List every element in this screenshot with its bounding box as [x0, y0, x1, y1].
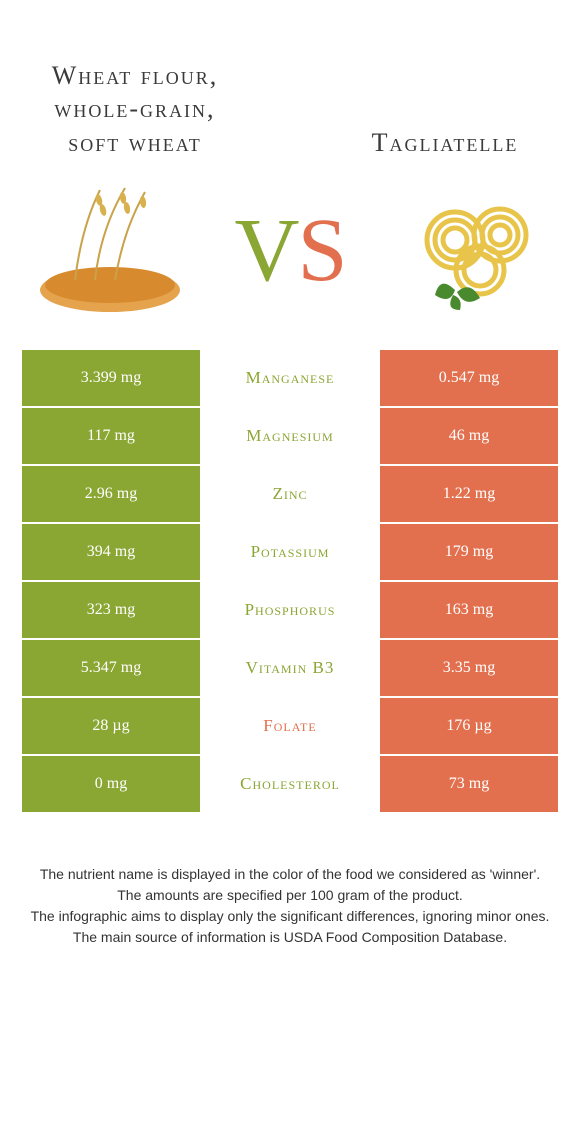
nutrient-row: 117 mgMagnesium46 mg [22, 408, 558, 464]
food-title-right: Tagliatelle [340, 126, 550, 160]
nutrient-value-right: 3.35 mg [380, 640, 558, 696]
nutrient-value-left: 3.399 mg [22, 350, 200, 406]
nutrient-value-left: 323 mg [22, 582, 200, 638]
nutrient-name: Potassium [200, 524, 380, 580]
nutrient-name: Zinc [200, 466, 380, 522]
nutrient-value-right: 179 mg [380, 524, 558, 580]
footer-line: The infographic aims to display only the… [30, 906, 550, 927]
nutrient-name: Cholesterol [200, 756, 380, 812]
nutrient-value-right: 176 µg [380, 698, 558, 754]
nutrient-row: 394 mgPotassium179 mg [22, 524, 558, 580]
nutrient-value-right: 0.547 mg [380, 350, 558, 406]
vs-s: S [297, 199, 345, 302]
food-image-right [385, 180, 555, 320]
food-image-left [25, 180, 195, 320]
food-title-left: Wheat flour, whole-grain, soft wheat [30, 59, 240, 160]
image-row: VS [0, 170, 580, 350]
nutrient-row: 28 µgFolate176 µg [22, 698, 558, 754]
nutrient-name: Folate [200, 698, 380, 754]
nutrient-name: Manganese [200, 350, 380, 406]
vs-label: VS [234, 199, 345, 302]
nutrient-value-right: 163 mg [380, 582, 558, 638]
nutrient-value-left: 117 mg [22, 408, 200, 464]
nutrient-table: 3.399 mgManganese0.547 mg117 mgMagnesium… [0, 350, 580, 812]
nutrient-row: 0 mgCholesterol73 mg [22, 756, 558, 812]
nutrient-name: Phosphorus [200, 582, 380, 638]
nutrient-value-left: 5.347 mg [22, 640, 200, 696]
nutrient-value-left: 2.96 mg [22, 466, 200, 522]
nutrient-value-left: 0 mg [22, 756, 200, 812]
footer-notes: The nutrient name is displayed in the co… [0, 814, 580, 968]
nutrient-row: 323 mgPhosphorus163 mg [22, 582, 558, 638]
nutrient-row: 5.347 mgVitamin B33.35 mg [22, 640, 558, 696]
nutrient-value-right: 1.22 mg [380, 466, 558, 522]
nutrient-value-left: 28 µg [22, 698, 200, 754]
nutrient-name: Vitamin B3 [200, 640, 380, 696]
nutrient-row: 2.96 mgZinc1.22 mg [22, 466, 558, 522]
nutrient-value-right: 46 mg [380, 408, 558, 464]
header-row: Wheat flour, whole-grain, soft wheat Tag… [0, 0, 580, 170]
nutrient-name: Magnesium [200, 408, 380, 464]
footer-line: The nutrient name is displayed in the co… [30, 864, 550, 885]
vs-v: V [234, 199, 297, 302]
nutrient-value-right: 73 mg [380, 756, 558, 812]
nutrient-value-left: 394 mg [22, 524, 200, 580]
nutrient-row: 3.399 mgManganese0.547 mg [22, 350, 558, 406]
footer-line: The amounts are specified per 100 gram o… [30, 885, 550, 906]
footer-line: The main source of information is USDA F… [30, 927, 550, 948]
